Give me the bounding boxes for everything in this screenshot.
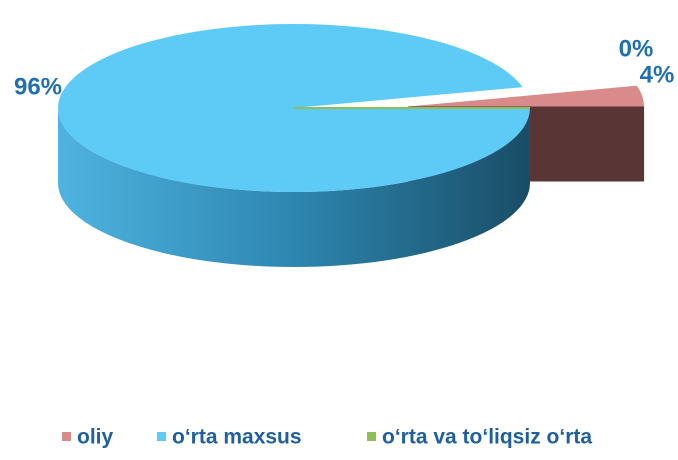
data-label: 0% (619, 35, 654, 62)
pie: 4% 96% 0% (14, 24, 674, 267)
legend-swatch (367, 432, 376, 441)
pie-slice (408, 85, 645, 107)
legend-swatch (157, 432, 166, 441)
legend-label: o‘rta va to‘liqsiz o‘rta (382, 426, 592, 449)
data-label: 96% (14, 73, 62, 100)
data-label: 4% (640, 61, 675, 88)
legend: oliy o‘rta maxsus o‘rta va to‘liqsiz o‘rta (62, 426, 592, 449)
legend-label: o‘rta maxsus (172, 426, 302, 449)
pie-side (58, 108, 530, 267)
legend-label: oliy (77, 426, 113, 449)
legend-swatch (62, 432, 71, 441)
